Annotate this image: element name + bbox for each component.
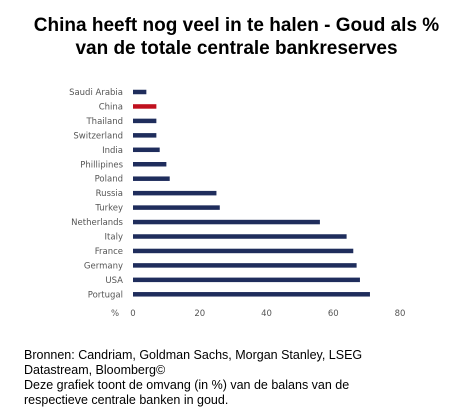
category-label-turkey: Turkey <box>94 204 123 214</box>
bar-poland <box>133 176 170 181</box>
bar-germany <box>133 263 357 268</box>
source-line-4: respectieve centrale banken in goud. <box>24 393 229 407</box>
category-label-netherlands: Netherlands <box>71 218 123 228</box>
bar-turkey <box>133 205 220 210</box>
category-label-russia: Russia <box>96 189 123 199</box>
bar-portugal <box>133 292 370 297</box>
x-tick-60: 60 <box>328 309 339 319</box>
category-label-italy: Italy <box>105 233 123 243</box>
source-line-3: Deze grafiek toont de omvang (in %) van … <box>24 378 350 392</box>
bar-france <box>133 248 354 254</box>
x-tick-40: 40 <box>261 309 272 319</box>
bar-india <box>133 147 160 153</box>
x-axis-ticks: % 0 20 40 60 80 <box>111 309 405 319</box>
source-line-2: Datastream, Bloomberg© <box>24 363 166 377</box>
x-tick-20: 20 <box>194 309 205 319</box>
chart-title-line-2: van de totale centrale bankreserves <box>75 38 398 59</box>
source-line-1: Bronnen: Candriam, Goldman Sachs, Morgan… <box>24 348 363 362</box>
category-label-germany: Germany <box>84 261 123 271</box>
bar-usa <box>133 277 360 283</box>
x-tick-0: 0 <box>130 309 135 319</box>
source-note: Bronnen: Candriam, Goldman Sachs, Morgan… <box>24 348 464 408</box>
bar-china <box>133 104 157 109</box>
bar-saudi-arabia <box>133 89 147 95</box>
category-label-france: France <box>95 247 123 257</box>
category-label-saudi-arabia: Saudi Arabia <box>69 88 123 98</box>
x-axis-unit: % <box>111 309 119 319</box>
x-tick-80: 80 <box>395 309 406 319</box>
bar-thailand <box>133 118 157 124</box>
bar-switzerland <box>133 133 157 138</box>
category-label-china: China <box>99 102 123 112</box>
bar-netherlands <box>133 219 320 225</box>
category-label-portugal: Portugal <box>88 290 123 300</box>
category-label-poland: Poland <box>95 175 123 185</box>
category-label-thailand: Thailand <box>85 117 123 127</box>
bar-italy <box>133 234 347 239</box>
bars-group <box>133 89 370 297</box>
category-labels: Saudi Arabia China Thailand Switzerland Indi… <box>69 88 124 300</box>
bar-phillipines <box>133 162 167 167</box>
bar-russia <box>133 190 217 196</box>
category-label-india: India <box>102 146 123 156</box>
bar-chart: Saudi Arabia China Thailand Switzerland Indi… <box>69 88 405 319</box>
chart-title: China heeft nog veel in te halen - Goud … <box>0 14 473 60</box>
category-label-phillipines: Phillipines <box>80 160 123 170</box>
chart-title-line-1: China heeft nog veel in te halen - Goud … <box>33 15 440 36</box>
category-label-switzerland: Switzerland <box>73 131 123 141</box>
category-label-usa: USA <box>105 276 123 286</box>
